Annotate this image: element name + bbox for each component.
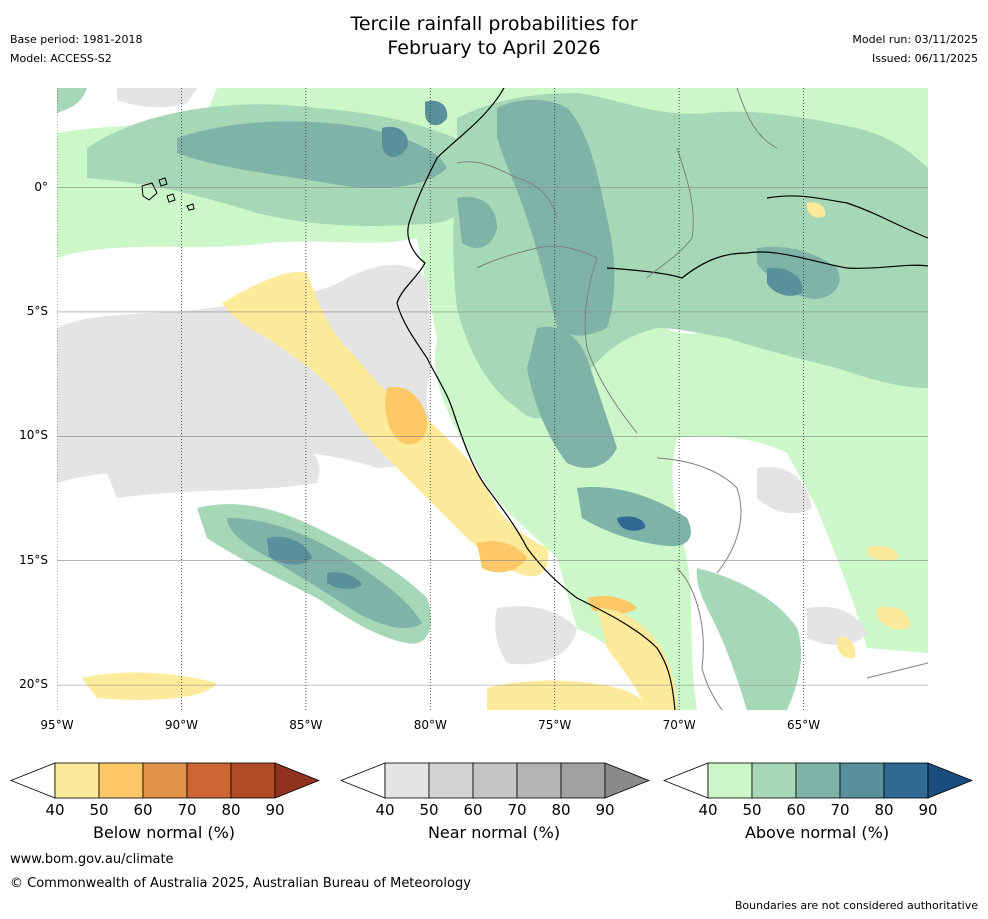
copyright-notice: © Commonwealth of Australia 2025, Austra… [10,876,471,891]
base-period: Base period: 1981-2018 [10,33,143,46]
colorbar-segment [883,762,929,799]
colorbar-tick-label: 50 [742,801,762,819]
colorbar-tick-label: 50 [89,801,109,819]
colorbar-segment [230,762,276,799]
colorbar-segment [751,762,797,799]
colorbar-min-extend [10,762,56,799]
colorbar-segment [142,762,188,799]
colorbar-min-extend [340,762,386,799]
map-title: Tercile rainfall probabilities for Febru… [0,12,988,60]
issued-date: Issued: 06/11/2025 [871,52,978,65]
country-borders [456,88,928,710]
longitude-tick-label: 70°W [662,718,696,732]
longitude-tick-label: 75°W [538,718,572,732]
longitude-tick-label: 85°W [289,718,323,732]
colorbar-segment [707,762,753,799]
colorbar-segment [516,762,562,799]
colorbar-2 [663,762,973,799]
colorbar-segment [54,762,100,799]
model-name: Model: ACCESS-S2 [10,52,112,65]
boundaries-disclaimer: Boundaries are not considered authoritat… [734,899,978,912]
colorbar-max-extend [274,762,320,799]
colorbar-max-extend [604,762,650,799]
colorbar-segment [428,762,474,799]
colorbar-tick-label: 90 [918,801,938,819]
colorbar-segment [795,762,841,799]
colorbar-tick-label: 70 [507,801,527,819]
colorbar-max-extend [927,762,973,799]
website-url: www.bom.gov.au/climate [10,852,174,867]
model-run: Model run: 03/11/2025 [852,33,978,46]
colorbar-tick-label: 40 [45,801,65,819]
above-normal-regions [57,88,928,710]
metadata-right: Model run: 03/11/2025 Issued: 06/11/2025 [852,30,978,68]
colorbar-tick-label: 90 [265,801,285,819]
rainfall-probability-map [57,88,928,710]
colorbar-tick-label: 40 [375,801,395,819]
latitude-tick-label: 10°S [19,428,48,443]
colorbar-segment [186,762,232,799]
longitude-tick-label: 65°W [786,718,821,732]
title-line-1: Tercile rainfall probabilities for [350,13,638,35]
upper-river [766,195,928,239]
colorbar-tick-label: 90 [595,801,615,819]
latitude-tick-label: 0° [34,179,48,194]
colorbar-title: Below normal (%) [92,823,236,842]
latitude-tick-label: 15°S [19,552,48,567]
metadata-left: Base period: 1981-2018 Model: ACCESS-S2 [10,30,142,68]
colorbar-segment [560,762,606,799]
colorbar-tick-label: 80 [551,801,571,819]
colorbar-tick-label: 60 [463,801,483,819]
title-line-2: February to April 2026 [387,37,601,59]
colorbar-tick-label: 40 [698,801,718,819]
colorbar-tick-label: 80 [874,801,894,819]
coastline [396,88,676,710]
colorbar-tick-label: 80 [221,801,241,819]
colorbar-segment [384,762,430,799]
colorbar-min-extend [663,762,709,799]
colorbar-tick-label: 70 [177,801,197,819]
colorbar-title: Near normal (%) [427,823,561,842]
galapagos-islands [141,177,195,211]
amazon-river [606,251,928,279]
latitude-gridlines [57,187,928,686]
longitude-tick-label: 95°W [40,718,74,732]
latitude-tick-label: 5°S [26,303,48,318]
latitude-tick-label: 20°S [19,677,48,692]
colorbar-tick-label: 70 [830,801,850,819]
colorbar-tick-label: 60 [133,801,153,819]
colorbar-segment [839,762,885,799]
colorbar-1 [340,762,650,799]
colorbar-title: Above normal (%) [744,823,890,842]
colorbar-tick-label: 50 [419,801,439,819]
colorbar-tick-label: 60 [786,801,806,819]
colorbar-segment [98,762,144,799]
longitude-tick-label: 90°W [164,718,198,732]
longitude-tick-label: 80°W [413,718,447,732]
colorbar-0 [10,762,320,799]
below-normal-regions [82,202,910,710]
colorbar-segment [472,762,518,799]
